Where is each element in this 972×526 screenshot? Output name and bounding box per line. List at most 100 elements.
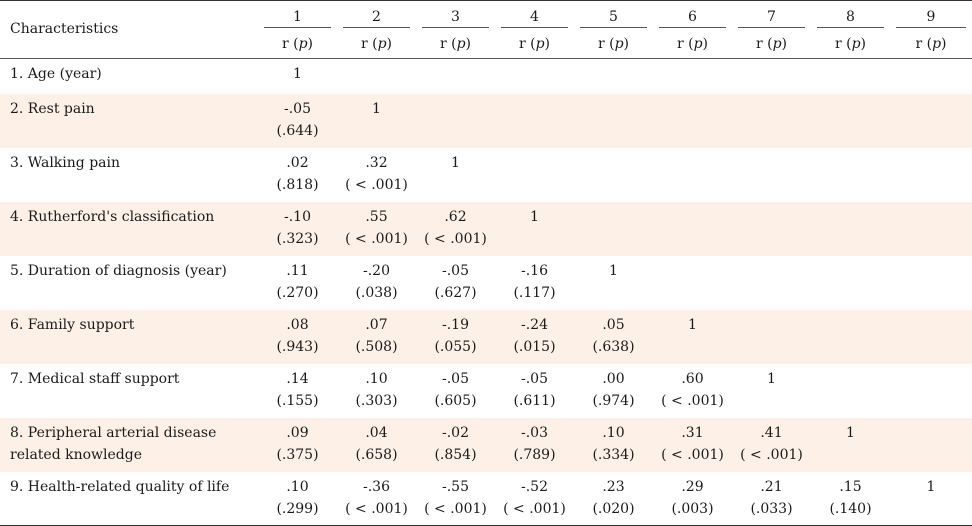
- table-cell: [890, 256, 972, 310]
- table-cell: .60 ( < .001): [653, 364, 732, 418]
- p-value: (.003): [671, 500, 714, 517]
- p-value: ( < .001): [345, 230, 408, 247]
- table-cell: [574, 201, 653, 256]
- table-cell: [495, 93, 574, 148]
- p-value: (.020): [592, 500, 635, 517]
- table-cell: [811, 201, 890, 256]
- p-value: (.155): [276, 392, 319, 409]
- table-cell: [890, 309, 972, 364]
- table-cell: -.03 (.789): [495, 417, 574, 472]
- row-label: 6. Family support: [0, 309, 258, 364]
- table-cell: .32 ( < .001): [337, 148, 416, 202]
- table-cell: [732, 93, 811, 148]
- table-cell: .02 (.818): [258, 148, 337, 202]
- correlation-value: -.19: [442, 316, 469, 333]
- correlation-value: .05: [602, 316, 625, 333]
- correlation-value: -.16: [521, 262, 548, 279]
- correlation-value: .10: [602, 424, 625, 441]
- table-cell: [732, 148, 811, 202]
- table-cell: .11 (.270): [258, 256, 337, 310]
- row-label: 1. Age (year): [10, 66, 102, 82]
- correlation-value: .04: [365, 424, 388, 441]
- table-cell: -.55 ( < .001): [416, 471, 495, 526]
- column-header-7: 7: [732, 0, 811, 30]
- table-cell: 1: [337, 93, 416, 148]
- p-value: (.323): [276, 230, 319, 247]
- table-cell: 1: [416, 148, 495, 202]
- row-label: 3. Walking pain: [10, 154, 120, 171]
- correlation-value: .62: [444, 208, 467, 225]
- correlation-value: -.24: [521, 316, 548, 333]
- p-value: (.627): [434, 284, 477, 301]
- p-value: (.375): [276, 446, 319, 463]
- table-cell: -.24 (.015): [495, 309, 574, 364]
- p-value: (.038): [355, 284, 398, 301]
- correlation-value: -.36: [363, 478, 390, 495]
- p-value: ( < .001): [345, 500, 408, 517]
- p-value: (.974): [592, 392, 635, 409]
- correlation-value: .15: [839, 478, 862, 495]
- table-cell: -.16 (.117): [495, 256, 574, 310]
- table-cell: .09 (.375): [258, 417, 337, 472]
- table-cell: [495, 148, 574, 202]
- p-value: (.303): [355, 392, 398, 409]
- table-cell: [653, 148, 732, 202]
- table-cell: [653, 59, 732, 94]
- correlation-value: .00: [602, 370, 625, 387]
- correlation-value: -.05: [284, 100, 311, 117]
- row-label: 8. Peripheral arterial disease related k…: [0, 417, 258, 472]
- table-cell: -.05 (.644): [258, 93, 337, 148]
- correlation-value: -.03: [521, 424, 548, 441]
- correlation-value: 1: [846, 424, 855, 441]
- p-value: ( < .001): [503, 500, 566, 517]
- table-row: 2. Rest pain -.05 (.644) 1: [0, 93, 972, 148]
- table-cell: [495, 59, 574, 94]
- p-value: ( < .001): [740, 446, 803, 463]
- table-cell: -.20 (.038): [337, 256, 416, 310]
- correlation-value: -.02: [442, 424, 469, 441]
- table-cell: 1: [653, 309, 732, 364]
- column-subheader-1: r (p): [258, 30, 337, 59]
- correlation-value: .07: [365, 316, 388, 333]
- p-value: (.854): [434, 446, 477, 463]
- p-value: (.638): [592, 338, 635, 355]
- table-cell: [811, 148, 890, 202]
- correlation-value: .55: [365, 208, 388, 225]
- column-subheader-5: r (p): [574, 30, 653, 59]
- p-value: (.644): [276, 122, 319, 139]
- table-cell: .23 (.020): [574, 471, 653, 526]
- column-header-9: 9: [890, 0, 972, 30]
- column-subheader-9: r (p): [890, 30, 972, 59]
- table-cell: -.36 ( < .001): [337, 471, 416, 526]
- table-cell: [732, 256, 811, 310]
- table-cell: .10 (.303): [337, 364, 416, 418]
- p-value: ( < .001): [424, 500, 487, 517]
- table-cell: [732, 201, 811, 256]
- table-cell: -.05 (.611): [495, 364, 574, 418]
- table-row: 9. Health-related quality of life .10 (.29…: [0, 471, 972, 526]
- correlation-value: .32: [365, 154, 388, 171]
- column-subheader-8: r (p): [811, 30, 890, 59]
- column-header-8: 8: [811, 0, 890, 30]
- table-cell: 1: [811, 417, 890, 472]
- table-cell: [732, 309, 811, 364]
- column-header-6: 6: [653, 0, 732, 30]
- correlation-value: 1: [688, 316, 697, 333]
- column-subheader-2: r (p): [337, 30, 416, 59]
- table-cell: [890, 93, 972, 148]
- correlation-value: .31: [681, 424, 704, 441]
- table-cell: .10 (.299): [258, 471, 337, 526]
- p-value: (.658): [355, 446, 398, 463]
- table-cell: .04 (.658): [337, 417, 416, 472]
- correlation-value: 1: [926, 478, 936, 495]
- column-subheader-4: r (p): [495, 30, 574, 59]
- p-value: ( < .001): [345, 176, 408, 193]
- correlation-value: -.52: [521, 478, 548, 495]
- p-value: (.611): [513, 392, 556, 409]
- table-cell: [574, 59, 653, 94]
- p-value: (.299): [276, 500, 319, 517]
- table-cell: [337, 59, 416, 94]
- correlation-value: .60: [681, 370, 704, 387]
- table-row: 5. Duration of diagnosis (year) .11 (.270)…: [0, 256, 972, 310]
- column-header-2: 2: [337, 0, 416, 30]
